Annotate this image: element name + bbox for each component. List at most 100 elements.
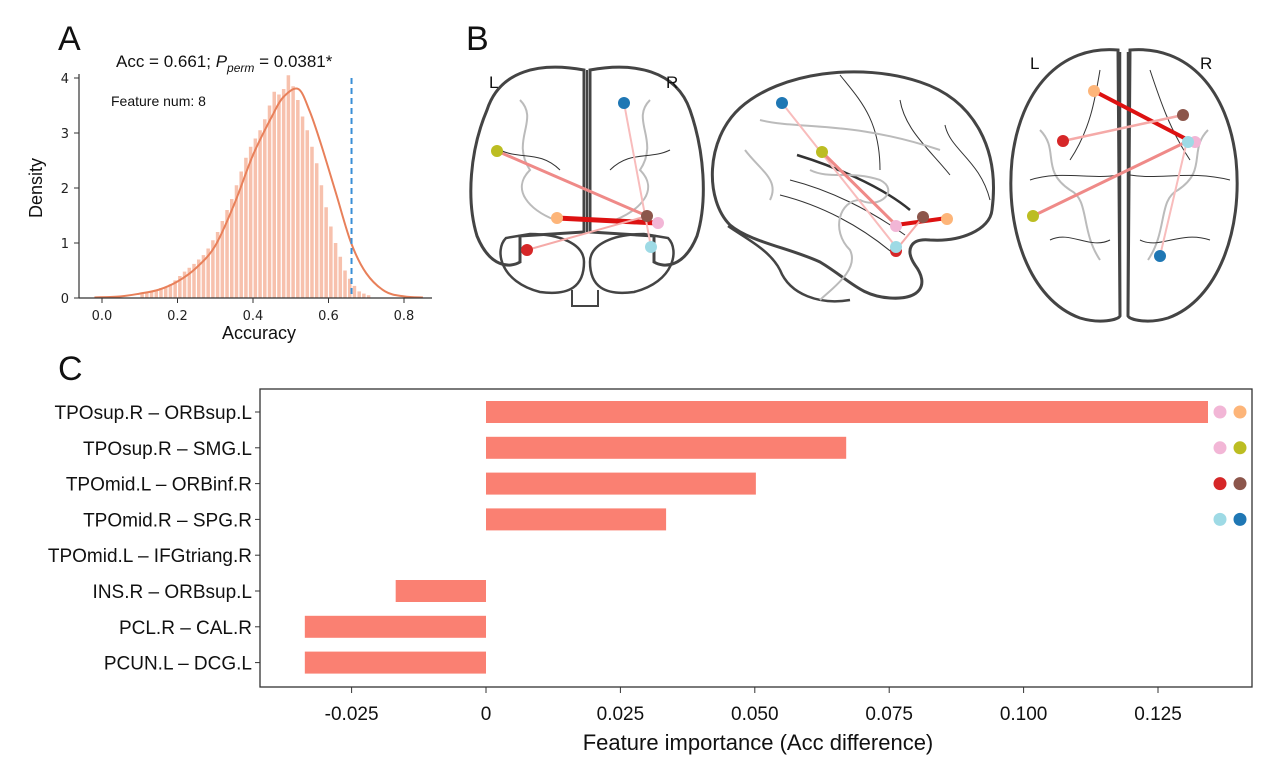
node-sag-spg-r xyxy=(776,97,788,109)
histogram-bar xyxy=(187,267,192,298)
x-tick-label: 0.075 xyxy=(865,704,913,725)
brain-coronal-view: L R xyxy=(469,65,705,307)
y-axis-label: Density xyxy=(26,158,46,218)
edge-ax-tpomid-orbinf xyxy=(1062,113,1184,143)
x-tick-label: 0 xyxy=(481,704,492,725)
histogram-bar xyxy=(211,240,215,298)
region-color-marker xyxy=(1213,405,1227,419)
feature-label: TPOmid.L – ORBinf.R xyxy=(66,475,252,496)
x-tick-label: -0.025 xyxy=(325,704,379,725)
x-tick-label: 0.0 xyxy=(92,309,113,324)
histogram-bar xyxy=(305,130,310,298)
kde-curve xyxy=(94,87,423,299)
histogram-bar xyxy=(168,284,173,298)
histogram-bar xyxy=(319,185,324,298)
histogram-bar xyxy=(263,119,267,298)
histogram-bar xyxy=(173,280,177,298)
axial-left-label: L xyxy=(1030,54,1039,73)
histogram-bar xyxy=(352,285,357,298)
histogram-bar xyxy=(329,226,333,298)
edge-tpomid-orbinf xyxy=(526,215,648,251)
histogram-bar xyxy=(145,292,149,298)
edge-ax-tposup-orbsup xyxy=(1093,89,1191,143)
histogram-bar xyxy=(277,94,281,298)
brain-sagittal-view xyxy=(710,70,995,303)
histogram-bar xyxy=(230,199,234,298)
region-color-marker xyxy=(1233,441,1247,455)
histogram-bar xyxy=(324,207,328,298)
node-sag-tpomid-r xyxy=(890,241,902,253)
axial-right-label: R xyxy=(1200,54,1212,73)
panel-label-b: B xyxy=(466,20,489,58)
feature-label: TPOmid.R – SPG.R xyxy=(83,510,252,531)
importance-bar xyxy=(486,472,756,495)
histogram-bar xyxy=(201,255,206,298)
feature-label: TPOsup.R – SMG.L xyxy=(83,439,252,460)
node-ax-smg-l xyxy=(1027,210,1039,222)
histogram-bar xyxy=(314,163,319,298)
edge-tpomid-spg xyxy=(623,102,652,248)
edge-tposup-smg xyxy=(496,149,648,218)
node-ax-spg-r xyxy=(1154,250,1166,262)
feature-label: PCUN.L – DCG.L xyxy=(104,654,252,675)
edge-ax-tposup-smg xyxy=(1032,139,1189,218)
histogram-bar xyxy=(140,293,144,298)
region-color-marker xyxy=(1213,512,1227,526)
edge-ax-tpomid-spg xyxy=(1159,144,1187,257)
node-ax-tpomid-l xyxy=(1057,135,1069,147)
importance-bar xyxy=(304,651,486,674)
node-ax-orbinf-r xyxy=(1177,109,1189,121)
y-tick-label: 2 xyxy=(61,182,69,197)
region-color-marker xyxy=(1233,477,1247,491)
region-color-marker xyxy=(1213,441,1227,455)
x-tick-label: 0.4 xyxy=(243,309,264,324)
importance-bar xyxy=(486,401,1208,423)
edge-sag-tposup-smg xyxy=(820,150,898,227)
histogram-bar xyxy=(366,295,371,298)
histogram-bar xyxy=(357,291,361,298)
brain-axial-view: L R xyxy=(1009,48,1239,323)
histogram-bar xyxy=(281,89,286,298)
plot-frame xyxy=(259,388,1253,688)
x-tick-label: 0.050 xyxy=(731,704,779,725)
histogram-bar xyxy=(253,138,258,298)
histogram-bar xyxy=(196,259,201,298)
histogram-bar xyxy=(244,157,248,298)
feature-count-annotation: Feature num: 8 xyxy=(111,93,206,109)
node-sag-tposup-r xyxy=(890,220,902,232)
histogram-bar xyxy=(291,86,295,298)
histogram-bar xyxy=(248,146,253,298)
feature-label: TPOsup.R – ORBsup.L xyxy=(55,403,252,424)
feature-label: INS.R – ORBsup.L xyxy=(93,582,252,603)
x-tick-label: 0.8 xyxy=(394,309,415,324)
importance-bar xyxy=(486,508,667,531)
node-tposup-r xyxy=(652,217,664,229)
histogram-bar xyxy=(338,256,343,298)
node-orbinf-r xyxy=(641,210,653,222)
x-tick-label: 0.2 xyxy=(167,309,188,324)
histogram-bar xyxy=(206,248,210,298)
node-sag-orbinf-r xyxy=(917,211,929,223)
histogram-bar xyxy=(267,105,272,298)
node-smg-l xyxy=(491,145,503,157)
edge-sag-tpomid-spg xyxy=(781,102,897,248)
title-prefix: Acc = 0.661; Pperm = 0.0381* xyxy=(116,52,333,75)
histogram-bar xyxy=(296,100,300,298)
x-tick-label: 0.025 xyxy=(597,704,645,725)
y-tick-label: 1 xyxy=(61,237,69,252)
x-tick-label: 0.6 xyxy=(318,309,339,324)
histogram-bar xyxy=(300,116,305,298)
histogram-bar xyxy=(154,289,159,298)
histogram-bar xyxy=(225,210,229,298)
histogram-bar xyxy=(258,130,262,298)
y-tick-label: 3 xyxy=(61,127,69,142)
region-color-marker xyxy=(1213,477,1227,491)
region-color-marker xyxy=(1233,405,1247,419)
histogram-bar xyxy=(159,288,163,298)
histogram-bar xyxy=(310,146,314,298)
panel-a-histogram: 0 1 2 3 4 0.0 0.2 0.4 0.6 0.8 Acc = 0.661; Pperm… xyxy=(26,52,432,343)
histogram-bar xyxy=(182,271,187,298)
region-color-marker xyxy=(1233,512,1247,526)
histogram-bar xyxy=(333,243,338,298)
coronal-right-label: R xyxy=(666,73,678,92)
